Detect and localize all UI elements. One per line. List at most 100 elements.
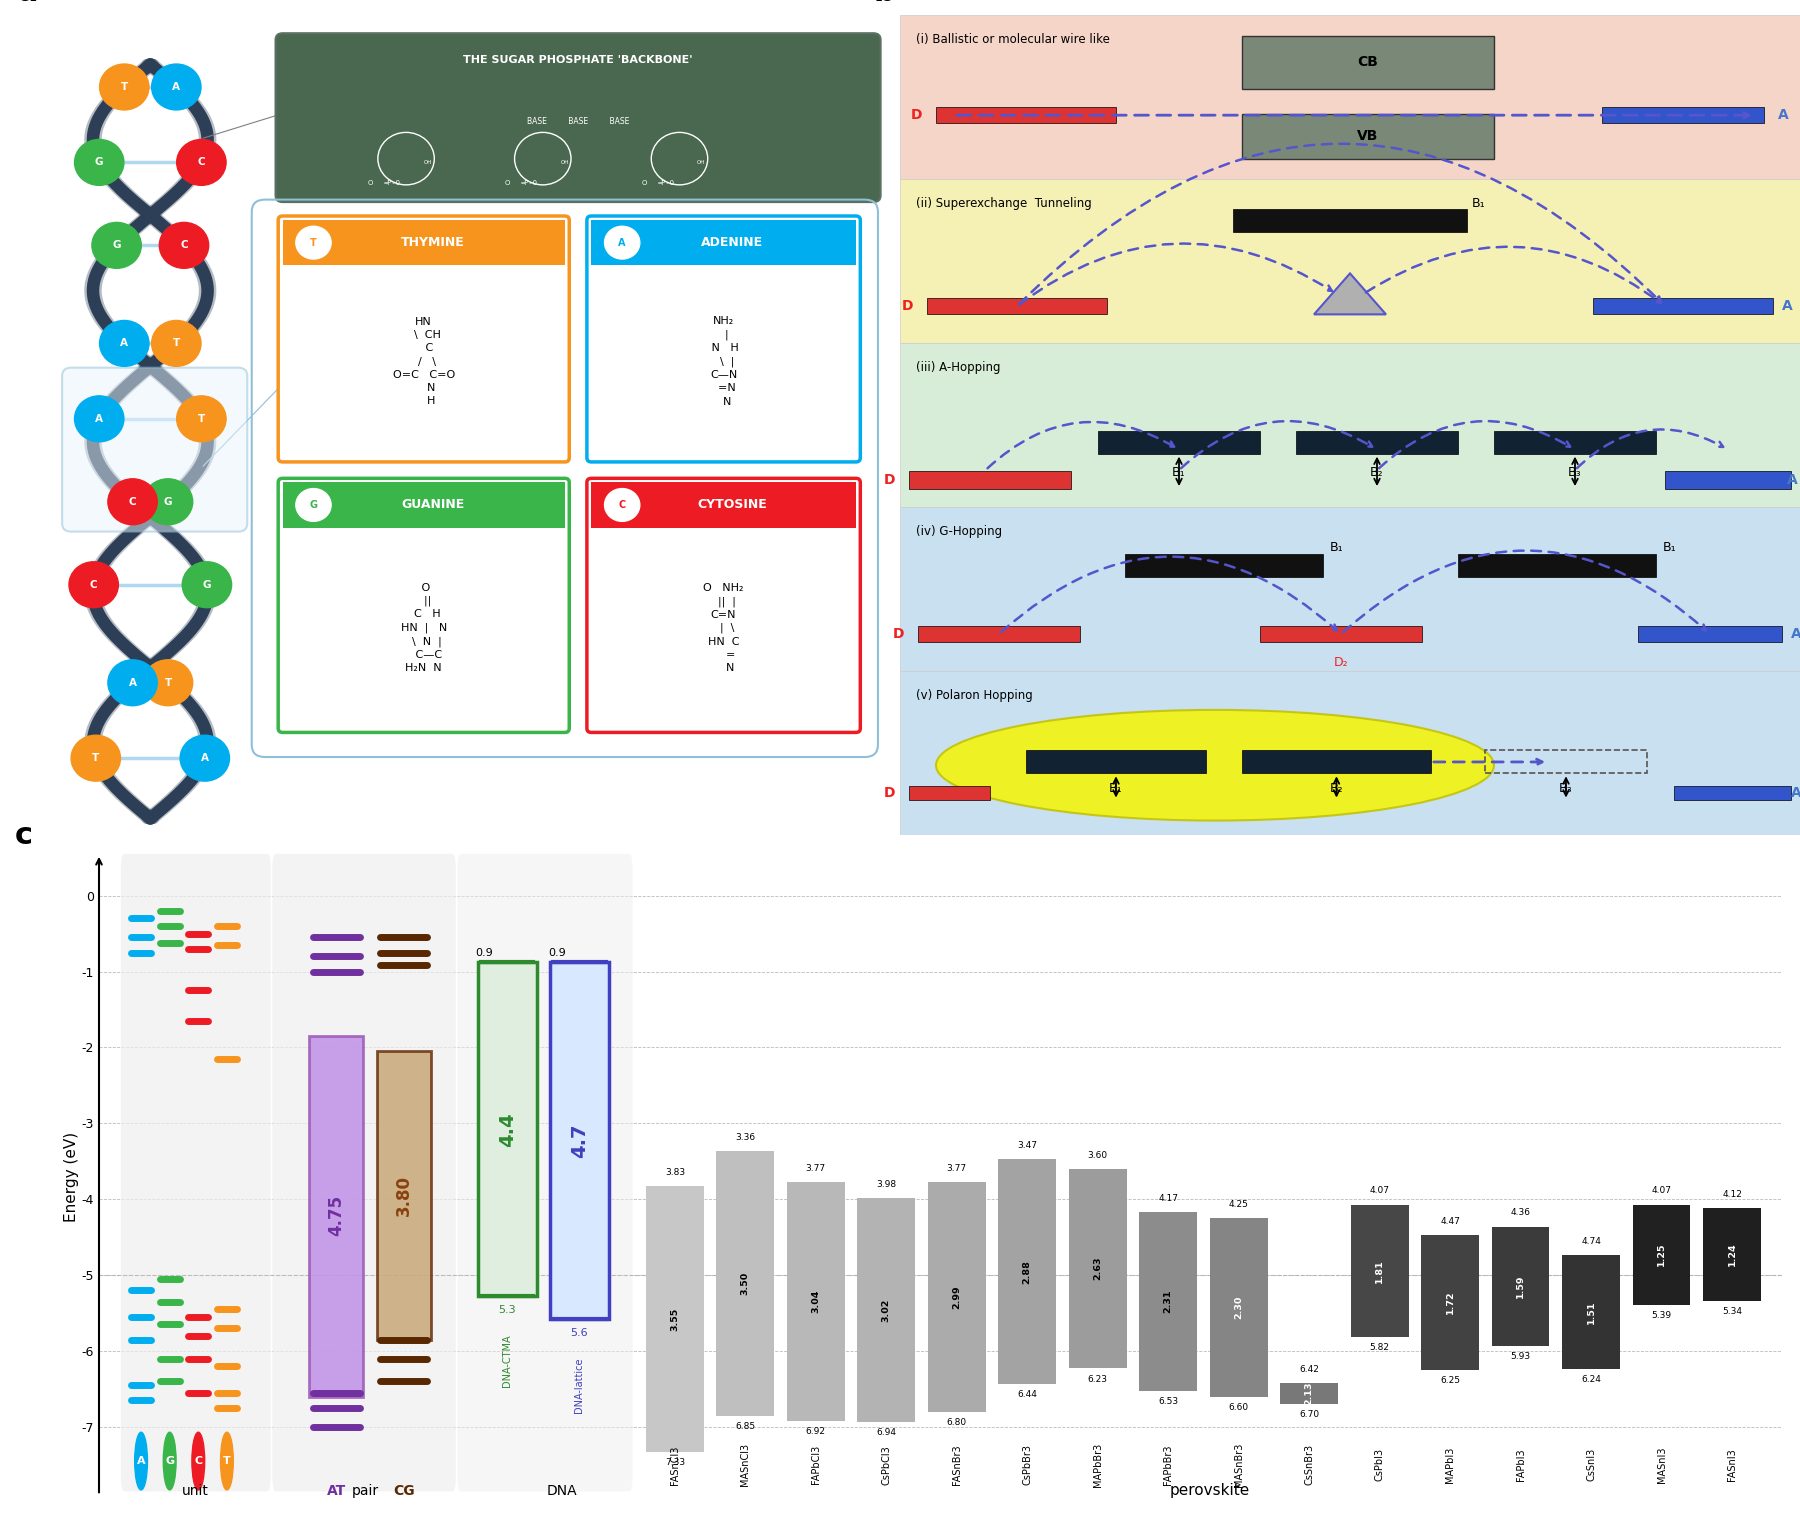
Text: OH: OH	[697, 161, 706, 165]
Text: CsSnBr3: CsSnBr3	[1305, 1444, 1314, 1486]
Text: 3.55: 3.55	[670, 1307, 679, 1331]
Bar	[283, 483, 565, 527]
Text: T: T	[164, 677, 171, 688]
Text: A: A	[121, 339, 128, 349]
Text: A: A	[95, 414, 103, 424]
Text: 5.6: 5.6	[571, 1328, 589, 1339]
Text: B₁: B₁	[1330, 540, 1345, 554]
Circle shape	[135, 1433, 148, 1491]
Text: B₃: B₃	[1559, 782, 1573, 795]
Text: 4.36: 4.36	[1510, 1208, 1530, 1217]
Text: MASnBr3: MASnBr3	[1233, 1442, 1244, 1488]
Text: T: T	[173, 339, 180, 349]
Text: C: C	[194, 1456, 202, 1466]
Text: DNA: DNA	[547, 1485, 578, 1498]
Text: C: C	[180, 240, 187, 250]
Text: MASnCl3: MASnCl3	[740, 1444, 751, 1486]
Text: CYTOSINE: CYTOSINE	[698, 498, 767, 512]
FancyBboxPatch shape	[279, 478, 569, 732]
Text: 7.33: 7.33	[664, 1457, 686, 1466]
Text: CsPbI3: CsPbI3	[1375, 1448, 1384, 1482]
Circle shape	[295, 489, 331, 521]
Bar	[646, 1187, 704, 1451]
Text: 3.77: 3.77	[806, 1164, 826, 1172]
Text: HN
  \  CH
   C
  /   \
O=C   C=O
    N
    H: HN \ CH C / \ O=C C=O N H	[392, 317, 455, 407]
FancyBboxPatch shape	[587, 478, 860, 732]
Text: B₁: B₁	[1109, 782, 1123, 795]
Text: B₂: B₂	[1330, 782, 1343, 795]
Circle shape	[193, 1433, 205, 1491]
Text: 4.7: 4.7	[571, 1123, 589, 1158]
Text: T: T	[223, 1456, 230, 1466]
Bar	[1242, 114, 1494, 158]
Text: AT: AT	[326, 1485, 346, 1498]
Text: CG: CG	[392, 1485, 414, 1498]
Text: G: G	[164, 496, 173, 507]
Text: (iv) G-Hopping: (iv) G-Hopping	[916, 525, 1003, 537]
Text: C: C	[198, 158, 205, 167]
Text: =P-O: =P-O	[657, 181, 675, 187]
Circle shape	[99, 64, 149, 109]
Bar	[918, 625, 1080, 642]
Bar	[590, 483, 857, 527]
Text: 2.88: 2.88	[1022, 1260, 1031, 1284]
Text: 6.24: 6.24	[1580, 1375, 1600, 1384]
Text: D₂: D₂	[1334, 656, 1348, 669]
Text: G: G	[310, 499, 317, 510]
Text: 3.83: 3.83	[664, 1169, 686, 1178]
Circle shape	[176, 396, 227, 442]
Text: 5.93: 5.93	[1510, 1351, 1530, 1360]
Text: C: C	[619, 499, 626, 510]
Bar	[1233, 209, 1467, 232]
Text: 5.3: 5.3	[499, 1305, 517, 1316]
Text: CsPbBr3: CsPbBr3	[1022, 1444, 1031, 1486]
Text: 1.81: 1.81	[1375, 1258, 1384, 1283]
FancyBboxPatch shape	[272, 853, 455, 1491]
Bar	[1458, 554, 1656, 577]
Circle shape	[605, 489, 639, 521]
Text: 2.13: 2.13	[1305, 1381, 1314, 1406]
Text: O: O	[369, 181, 373, 187]
Text: B₁: B₁	[1663, 540, 1678, 554]
Text: 6.92: 6.92	[806, 1427, 826, 1436]
Bar	[590, 220, 857, 266]
Text: 4.47: 4.47	[1440, 1217, 1460, 1227]
Text: A: A	[1786, 474, 1796, 487]
Text: 4.75: 4.75	[328, 1195, 346, 1237]
Text: 3.04: 3.04	[812, 1290, 821, 1313]
Circle shape	[108, 660, 157, 706]
Bar	[900, 507, 1800, 671]
Bar	[1350, 1205, 1409, 1337]
Text: 5.82: 5.82	[1370, 1343, 1390, 1353]
Text: A: A	[1778, 108, 1787, 121]
Text: O: O	[504, 181, 509, 187]
Text: A: A	[1791, 786, 1800, 800]
Text: D: D	[911, 108, 922, 121]
Bar	[1494, 431, 1656, 454]
Bar	[927, 298, 1107, 314]
Text: perovskite: perovskite	[1170, 1483, 1249, 1498]
Text: 0.9: 0.9	[547, 949, 565, 958]
Bar	[909, 786, 990, 800]
Bar	[1296, 431, 1458, 454]
Text: 3.02: 3.02	[882, 1298, 891, 1322]
Text: C: C	[130, 496, 137, 507]
Bar	[1098, 431, 1260, 454]
Text: B₂: B₂	[1370, 466, 1384, 478]
Text: B₁: B₁	[1472, 197, 1485, 211]
Text: D: D	[893, 627, 904, 641]
Circle shape	[151, 64, 202, 109]
Ellipse shape	[936, 710, 1494, 821]
Text: 4.07: 4.07	[1370, 1187, 1390, 1196]
Text: G: G	[112, 240, 121, 250]
Text: FASnI3: FASnI3	[1726, 1448, 1737, 1482]
Bar	[1703, 1208, 1760, 1301]
Text: 3.77: 3.77	[947, 1164, 967, 1172]
Text: 6.70: 6.70	[1300, 1410, 1319, 1419]
Text: DNA-CTMA: DNA-CTMA	[502, 1334, 513, 1387]
Circle shape	[151, 320, 202, 366]
Text: OH: OH	[423, 161, 432, 165]
Text: 6.60: 6.60	[1229, 1403, 1249, 1412]
Bar	[1562, 1255, 1620, 1369]
Text: 1.25: 1.25	[1658, 1243, 1667, 1266]
